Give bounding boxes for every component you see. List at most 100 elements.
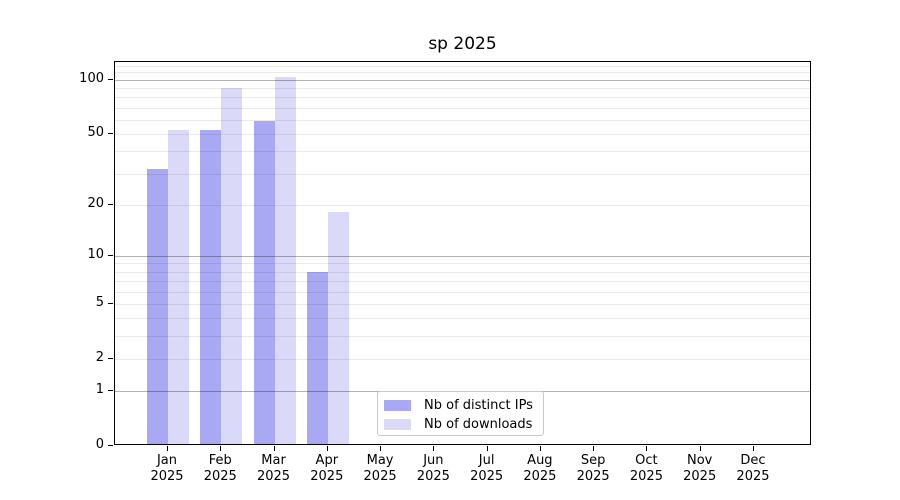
x-tick-label-year: 2025 bbox=[203, 469, 237, 484]
legend-entry-downloads: Nb of downloads bbox=[384, 415, 543, 434]
x-tick-label-month: Sep bbox=[580, 453, 606, 468]
y-gridline-minor-8 bbox=[115, 271, 810, 273]
bar-nb-of-downloads-jan bbox=[168, 129, 189, 444]
bar-nb-of-distinct-ips-feb bbox=[200, 129, 222, 444]
x-tick-label-month: May bbox=[366, 453, 394, 468]
bar-nb-of-downloads-mar bbox=[274, 76, 296, 444]
x-tick-label-month: Oct bbox=[635, 453, 658, 468]
x-tick-mark bbox=[273, 446, 275, 451]
y-tick-mark bbox=[108, 302, 113, 304]
x-tick-label-month: Aug bbox=[527, 453, 553, 468]
x-tick-mark bbox=[380, 446, 382, 451]
x-tick-label-mar: Mar 2025 bbox=[242, 453, 306, 485]
y-gridline-minor-110 bbox=[115, 72, 810, 74]
y-gridline-minor-120 bbox=[115, 65, 810, 67]
y-tick-mark bbox=[108, 445, 113, 446]
x-tick-mark bbox=[593, 446, 595, 451]
plot-area bbox=[114, 61, 811, 445]
x-tick-label-nov: Nov 2025 bbox=[668, 453, 732, 485]
bar-nb-of-distinct-ips-jan bbox=[147, 168, 168, 444]
x-tick-label-oct: Oct 2025 bbox=[614, 453, 678, 485]
y-gridline-minor-3 bbox=[115, 336, 810, 338]
x-tick-label-feb: Feb 2025 bbox=[188, 453, 252, 485]
x-tick-mark bbox=[752, 446, 754, 451]
y-gridline-minor-90 bbox=[115, 88, 810, 90]
y-tick-label: 50 bbox=[87, 125, 104, 141]
x-tick-mark bbox=[699, 446, 701, 451]
x-tick-label-month: Jun bbox=[423, 453, 444, 468]
y-gridline-minor-80 bbox=[115, 97, 810, 99]
y-tick-label: 0 bbox=[95, 437, 104, 452]
legend-label-distinct-ips: Nb of distinct IPs bbox=[424, 398, 533, 413]
x-tick-label-month: Mar bbox=[261, 453, 286, 468]
y-gridline-minor-9 bbox=[115, 263, 810, 265]
x-tick-label-year: 2025 bbox=[470, 469, 504, 484]
y-tick-label: 100 bbox=[79, 70, 104, 86]
x-tick-label-apr: Apr 2025 bbox=[295, 453, 359, 485]
y-gridline-minor-2 bbox=[115, 358, 810, 360]
grid-layer bbox=[115, 62, 810, 444]
x-tick-label-month: Feb bbox=[208, 453, 232, 468]
y-tick-mark bbox=[108, 357, 113, 359]
x-tick-label-year: 2025 bbox=[363, 469, 397, 484]
y-gridline-minor-20 bbox=[115, 204, 810, 206]
y-tick-label: 5 bbox=[95, 294, 104, 310]
x-tick-label-month: Jan bbox=[156, 453, 178, 468]
y-tick-label: 2 bbox=[95, 349, 104, 365]
y-gridline-minor-6 bbox=[115, 291, 810, 293]
x-tick-label-dec: Dec 2025 bbox=[721, 453, 785, 485]
y-tick-mark bbox=[108, 203, 113, 205]
legend-entry-distinct-ips: Nb of distinct IPs bbox=[384, 396, 543, 415]
bar-nb-of-downloads-feb bbox=[221, 88, 243, 444]
y-tick-mark bbox=[108, 78, 113, 80]
x-tick-mark bbox=[539, 446, 541, 451]
x-tick-mark bbox=[220, 446, 222, 451]
x-tick-label-sep: Sep 2025 bbox=[561, 453, 625, 485]
legend-swatch-distinct-ips bbox=[384, 400, 411, 411]
legend-label-downloads: Nb of downloads bbox=[424, 417, 533, 432]
y-tick-label: 10 bbox=[87, 246, 104, 262]
y-gridline-minor-4 bbox=[115, 318, 810, 320]
x-tick-label-year: 2025 bbox=[310, 469, 344, 484]
x-tick-mark bbox=[326, 446, 328, 451]
y-tick-mark bbox=[108, 390, 113, 392]
x-tick-label-jun: Jun 2025 bbox=[401, 453, 465, 485]
y-gridline-minor-5 bbox=[115, 303, 810, 305]
x-tick-label-year: 2025 bbox=[256, 469, 291, 484]
y-tick-mark bbox=[108, 133, 113, 135]
y-gridline-minor-40 bbox=[115, 151, 810, 153]
legend-swatch-downloads bbox=[384, 419, 411, 430]
y-gridline-minor-7 bbox=[115, 281, 810, 283]
y-gridline-minor-30 bbox=[115, 173, 810, 175]
y-tick-label: 1 bbox=[95, 382, 104, 398]
x-tick-mark bbox=[167, 446, 168, 451]
x-tick-mark bbox=[433, 446, 435, 451]
x-tick-label-year: 2025 bbox=[150, 469, 184, 484]
bar-nb-of-downloads-apr bbox=[327, 212, 349, 444]
legend: Nb of distinct IPs Nb of downloads bbox=[377, 391, 544, 436]
y-gridline-major-100 bbox=[115, 79, 810, 81]
x-tick-label-month: Dec bbox=[740, 453, 766, 468]
bar-nb-of-distinct-ips-apr bbox=[306, 271, 328, 444]
x-tick-mark bbox=[486, 446, 488, 451]
bars-layer bbox=[115, 62, 810, 444]
x-tick-label-month: Jul bbox=[478, 453, 495, 468]
x-tick-label-year: 2025 bbox=[416, 469, 450, 484]
y-tick-label: 20 bbox=[87, 195, 104, 211]
x-tick-label-month: Nov bbox=[687, 453, 713, 468]
y-tick-mark bbox=[108, 254, 113, 256]
chart-title: sp 2025 bbox=[428, 34, 497, 54]
x-tick-label-jul: Jul 2025 bbox=[455, 453, 519, 485]
bar-nb-of-distinct-ips-mar bbox=[253, 121, 275, 444]
x-tick-mark bbox=[646, 446, 648, 451]
y-gridline-minor-70 bbox=[115, 107, 810, 109]
x-tick-label-year: 2025 bbox=[736, 469, 770, 484]
y-gridline-minor-50 bbox=[115, 134, 810, 136]
x-tick-label-month: Apr bbox=[315, 453, 339, 468]
x-tick-label-jan: Jan 2025 bbox=[135, 453, 199, 485]
y-gridline-major-10 bbox=[115, 255, 810, 257]
x-tick-label-aug: Aug 2025 bbox=[508, 453, 572, 485]
x-tick-label-year: 2025 bbox=[523, 469, 557, 484]
x-tick-label-year: 2025 bbox=[683, 469, 717, 484]
